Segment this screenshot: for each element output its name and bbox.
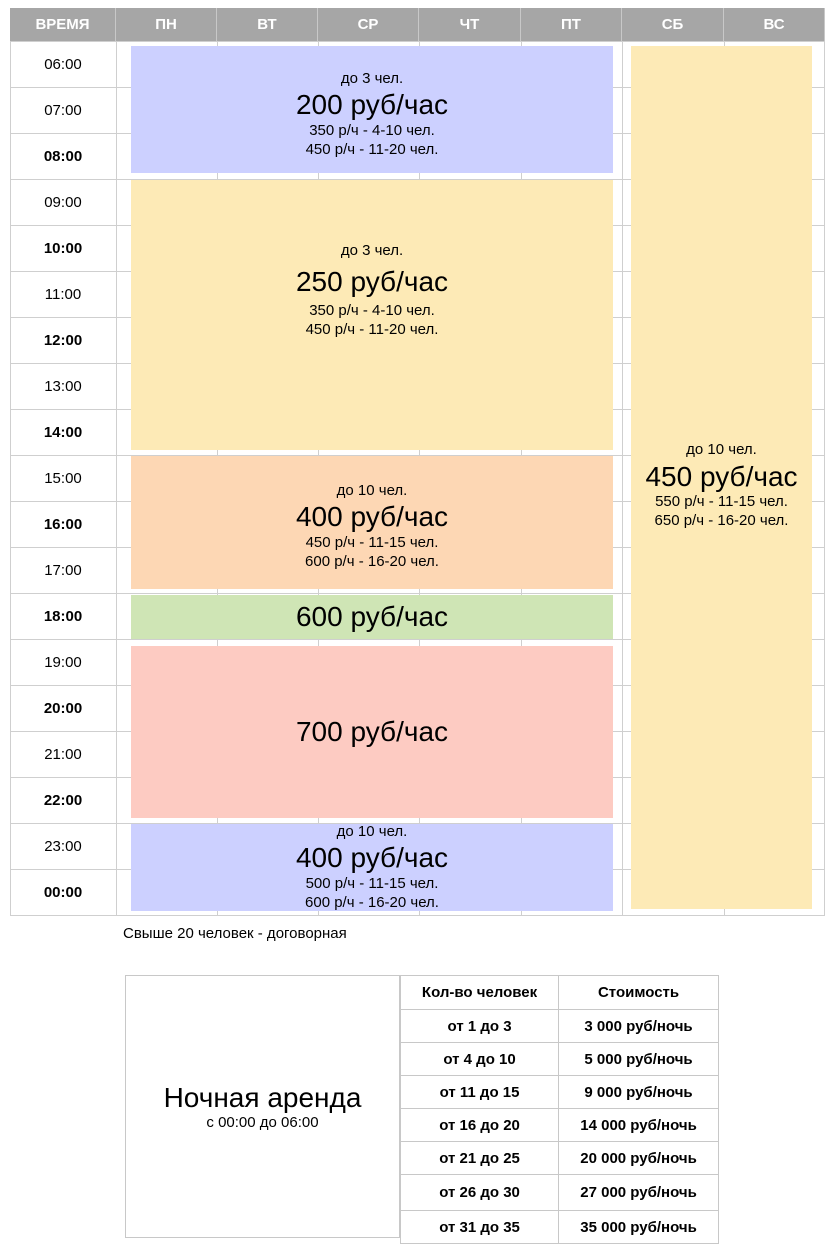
grid-line (10, 915, 825, 916)
time-slot: 00:00 (43, 883, 83, 901)
time-slot: 08:00 (43, 147, 83, 165)
time-slot: 14:00 (43, 423, 83, 441)
night-rental-title-box: Ночная аренда с 00:00 до 06:00 (125, 975, 400, 1238)
cell-price: 5 000 руб/ночь (558, 1042, 719, 1076)
table-row: от 26 до 30 27 000 руб/ночь (399, 1174, 719, 1211)
block-line: 450 р/ч - 11-15 чел. (305, 533, 439, 551)
cell-people: от 1 до 3 (399, 1009, 560, 1043)
cell-price: 3 000 руб/ночь (558, 1009, 719, 1043)
table-row: от 16 до 20 14 000 руб/ночь (399, 1108, 719, 1142)
block-line: 350 р/ч - 4-10 чел. (309, 121, 435, 139)
time-slot: 07:00 (44, 101, 82, 119)
block-people: до 3 чел. (340, 69, 404, 87)
block-people: до 10 чел. (336, 481, 408, 499)
block-people: до 3 чел. (340, 242, 404, 260)
time-slot: 16:00 (43, 515, 83, 533)
block-line: 500 р/ч - 11-15 чел. (305, 874, 439, 892)
block-evening: 700 руб/час (131, 646, 613, 818)
grid-line (824, 41, 825, 915)
block-line: 450 р/ч - 11-20 чел. (305, 140, 439, 158)
block-late: до 10 чел. 400 руб/час 500 р/ч - 11-15 ч… (131, 822, 613, 911)
header-day-thu: ЧТ (419, 8, 521, 41)
cell-people: от 21 до 25 (399, 1141, 560, 1175)
column-header-people: Кол-во человек (399, 975, 560, 1010)
block-price: 450 руб/час (645, 460, 798, 492)
cell-price: 14 000 руб/ночь (558, 1108, 719, 1142)
block-people: до 10 чел. (336, 822, 408, 840)
table-row: от 4 до 10 5 000 руб/ночь (399, 1042, 719, 1076)
column-header-price: Стоимость (558, 975, 719, 1010)
time-slot: 17:00 (44, 561, 82, 579)
block-line: 600 р/ч - 16-20 чел. (305, 893, 439, 911)
header-day-sat: СБ (622, 8, 724, 41)
time-slot: 22:00 (43, 791, 83, 809)
group-price-note: Свыше 20 человек - договорная (123, 925, 347, 942)
time-slot: 13:00 (44, 377, 82, 395)
time-slot: 18:00 (43, 607, 83, 625)
cell-price: 9 000 руб/ночь (558, 1075, 719, 1109)
block-line: 600 р/ч - 16-20 чел. (305, 552, 439, 570)
cell-price: 20 000 руб/ночь (558, 1141, 719, 1175)
grid-line (116, 41, 117, 915)
header-day-mon: ПН (116, 8, 217, 41)
grid-line (10, 823, 825, 824)
table-row: от 11 до 15 9 000 руб/ночь (399, 1075, 719, 1109)
time-slot: 12:00 (43, 331, 83, 349)
night-rental-hours: с 00:00 до 06:00 (206, 1114, 319, 1131)
block-line: 650 р/ч - 16-20 чел. (654, 512, 789, 530)
block-afternoon: до 10 чел. 400 руб/час 450 р/ч - 11-15 ч… (131, 456, 613, 589)
block-day: до 3 чел. 250 руб/час 350 р/ч - 4-10 чел… (131, 180, 613, 450)
block-line: 450 р/ч - 11-20 чел. (305, 321, 439, 339)
night-rental-title: Ночная аренда (163, 1082, 362, 1113)
cell-people: от 4 до 10 (399, 1042, 560, 1076)
time-slot: 19:00 (44, 653, 82, 671)
block-line: 550 р/ч - 11-15 чел. (655, 493, 788, 511)
time-slot: 11:00 (44, 285, 82, 303)
cell-people: от 11 до 15 (399, 1075, 560, 1109)
cell-people: от 16 до 20 (399, 1108, 560, 1142)
block-price: 400 руб/час (295, 842, 449, 874)
header-day-fri: ПТ (521, 8, 622, 41)
grid-line (10, 639, 825, 640)
table-row: от 21 до 25 20 000 руб/ночь (399, 1141, 719, 1175)
table-header-row: Кол-во человек Стоимость (399, 975, 719, 1010)
block-morning: до 3 чел. 200 руб/час 350 р/ч - 4-10 чел… (131, 46, 613, 173)
block-line: 350 р/ч - 4-10 чел. (309, 302, 435, 320)
grid-line (10, 41, 11, 915)
time-slot: 06:00 (44, 55, 82, 73)
table-row: от 31 до 35 35 000 руб/ночь (399, 1210, 719, 1244)
time-slot: 10:00 (43, 239, 83, 257)
block-price: 200 руб/час (295, 89, 449, 121)
block-price: 250 руб/час (295, 265, 449, 297)
block-weekend: до 10 чел. 450 руб/час 550 р/ч - 11-15 ч… (631, 46, 812, 909)
block-six: 600 руб/час (131, 595, 613, 639)
grid-line (10, 455, 825, 456)
block-people: до 10 чел. (686, 441, 757, 458)
header-day-wed: СР (318, 8, 419, 41)
cell-price: 35 000 руб/ночь (558, 1210, 719, 1244)
grid-line (10, 179, 825, 180)
cell-people: от 31 до 35 (399, 1210, 560, 1244)
header-day-tue: ВТ (217, 8, 318, 41)
block-price: 600 руб/час (295, 601, 449, 633)
time-slot: 15:00 (44, 469, 82, 487)
grid-line (622, 41, 623, 915)
block-price: 700 руб/час (295, 716, 449, 748)
time-slot: 23:00 (44, 837, 82, 855)
cell-price: 27 000 руб/ночь (558, 1174, 719, 1211)
header-time: ВРЕМЯ (10, 8, 116, 41)
time-slot: 20:00 (43, 699, 83, 717)
night-rental: Ночная аренда с 00:00 до 06:00 Кол-во че… (125, 975, 719, 1244)
block-price: 400 руб/час (295, 501, 449, 533)
grid-line (10, 593, 825, 594)
cell-people: от 26 до 30 (399, 1174, 560, 1211)
time-slot: 21:00 (44, 745, 82, 763)
header-day-sun: ВС (724, 8, 825, 41)
grid-line (10, 41, 825, 42)
time-slot: 09:00 (44, 193, 82, 211)
schedule-grid: ВРЕМЯ ПН ВТ СР ЧТ ПТ СБ ВС 06:00 07:00 08:… (10, 8, 825, 916)
